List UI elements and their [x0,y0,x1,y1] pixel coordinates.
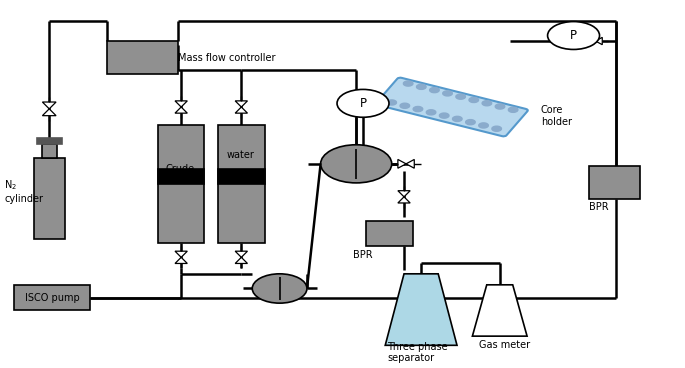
Bar [218,169,264,184]
Circle shape [413,106,423,112]
Circle shape [547,22,599,49]
Bar [42,144,57,158]
Polygon shape [406,159,414,168]
Polygon shape [595,38,602,45]
Circle shape [252,274,307,303]
Polygon shape [398,159,406,168]
Polygon shape [42,109,56,116]
Polygon shape [235,101,247,107]
Polygon shape [175,257,187,263]
Polygon shape [175,101,187,107]
Text: BPR: BPR [353,251,373,261]
Bar [366,221,413,246]
Bar [14,285,90,311]
Polygon shape [235,107,247,113]
Polygon shape [42,102,56,109]
Bar [37,138,62,144]
Polygon shape [235,257,247,263]
Bar [34,158,65,239]
Circle shape [321,145,392,183]
Circle shape [416,84,426,89]
Circle shape [466,120,475,125]
Polygon shape [398,191,410,197]
Text: ISCO pump: ISCO pump [25,293,79,302]
Polygon shape [175,251,187,257]
Polygon shape [385,274,457,345]
Polygon shape [473,285,527,336]
Circle shape [337,89,389,117]
Text: Gas meter: Gas meter [479,340,530,350]
Circle shape [429,88,439,93]
Text: Core
holder: Core holder [540,105,572,127]
Circle shape [456,94,465,99]
FancyBboxPatch shape [376,78,527,137]
Text: N$_2$
cylinder: N$_2$ cylinder [4,178,43,204]
Text: BPR: BPR [588,202,608,212]
Polygon shape [235,251,247,257]
Circle shape [443,91,452,96]
Circle shape [387,100,397,105]
Bar [107,41,178,74]
Circle shape [479,123,488,128]
Text: P: P [360,97,366,110]
Polygon shape [588,38,595,45]
Circle shape [403,81,413,86]
Polygon shape [398,197,410,203]
Text: P: P [570,29,577,42]
Circle shape [426,110,436,115]
Circle shape [492,126,501,131]
Circle shape [400,103,410,108]
Polygon shape [175,107,187,113]
Circle shape [508,107,518,112]
Circle shape [453,116,462,121]
Text: water: water [226,150,254,160]
Bar [218,125,264,243]
Bar [158,169,204,184]
Circle shape [439,113,449,118]
Circle shape [469,98,479,103]
Text: Mass flow controller: Mass flow controller [178,53,276,63]
Text: Three phase
separator: Three phase separator [387,342,447,364]
Text: Crude
oil: Crude oil [166,164,195,185]
Bar [158,125,204,243]
Circle shape [482,101,492,106]
Bar [588,166,640,199]
Circle shape [495,104,505,109]
